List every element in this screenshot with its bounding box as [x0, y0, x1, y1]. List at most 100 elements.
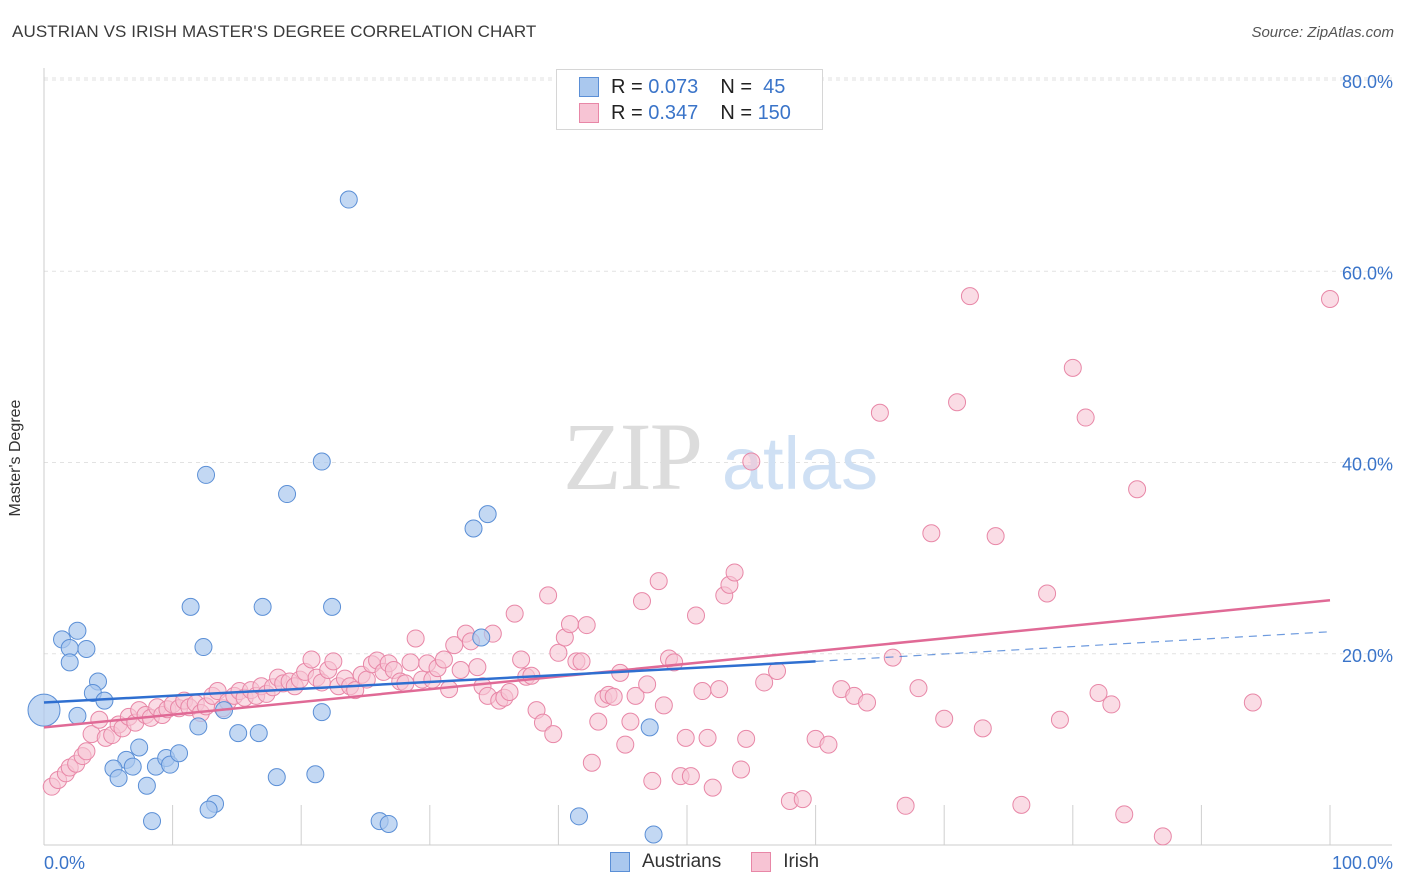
irish-point: [1102, 695, 1121, 714]
correlation-legend: R = 0.073 N = 45 R = 0.347 N = 150: [556, 69, 823, 130]
austrian-point: [130, 738, 149, 757]
legend-item-austrians: Austrians: [610, 851, 721, 873]
legend-row-irish: R = 0.347 N = 150: [579, 101, 791, 125]
austrian-point: [27, 693, 61, 727]
irish-point: [533, 713, 552, 732]
irish-point: [1115, 805, 1134, 824]
irish-point: [935, 709, 954, 728]
y-tick-label: 40.0%: [1342, 455, 1393, 475]
irish-point: [922, 524, 941, 543]
austrian-point: [379, 814, 398, 833]
irish-point: [1038, 584, 1057, 603]
austrian-point: [478, 505, 497, 524]
irish-point: [1012, 795, 1031, 814]
austrian-point: [60, 653, 79, 672]
chart-title: AUSTRIAN VS IRISH MASTER'S DEGREE CORREL…: [12, 22, 537, 41]
irish-point: [544, 725, 563, 744]
irish-point: [1063, 358, 1082, 377]
irish-point: [401, 653, 420, 672]
irish-point: [737, 729, 756, 748]
austrian-point: [464, 519, 483, 538]
irish-point: [1153, 827, 1172, 846]
irish-point: [681, 767, 700, 786]
irish-point: [732, 760, 751, 779]
austrians-trend-extension: [815, 631, 1331, 662]
y-tick-label: 20.0%: [1342, 646, 1393, 666]
irish-point: [654, 696, 673, 715]
irish-point: [710, 680, 729, 699]
irish-point: [500, 683, 519, 701]
austrian-point: [197, 465, 216, 484]
austrian-point: [194, 638, 213, 657]
y-tick-label: 80.0%: [1342, 72, 1393, 92]
irish-point: [621, 712, 640, 731]
irish-point: [819, 735, 838, 754]
austrian-point: [249, 724, 268, 743]
irish-point: [90, 710, 109, 729]
irish-point: [1076, 408, 1095, 427]
irish-point: [693, 682, 712, 701]
irish-point: [793, 790, 812, 809]
irish-point: [725, 563, 744, 582]
austrian-point: [253, 597, 272, 616]
irish-point: [1050, 710, 1069, 729]
x-tick-label: 0.0%: [44, 853, 85, 873]
austrian-point: [143, 812, 162, 831]
austrian-point: [77, 639, 96, 658]
irish-point: [973, 719, 992, 738]
irish-swatch: [579, 103, 599, 123]
irish-legend-label: Irish: [783, 851, 820, 872]
irish-point: [755, 673, 774, 692]
irish-point: [960, 287, 979, 306]
austrians-series: [27, 190, 663, 844]
austrian-point: [137, 776, 156, 795]
irish-point: [858, 693, 877, 712]
irish-point: [77, 742, 96, 761]
irish-point: [445, 636, 464, 655]
irish-point: [577, 616, 596, 635]
irish-point: [643, 771, 662, 790]
irish-point: [1243, 693, 1262, 712]
austrian-point: [278, 485, 297, 504]
irish-point: [572, 652, 591, 671]
austrian-point: [640, 718, 659, 737]
irish-point: [604, 687, 623, 706]
austrian-point: [323, 597, 342, 616]
austrian-point: [267, 768, 286, 787]
x-tick-label: 100.0%: [1332, 853, 1393, 873]
austrian-point: [109, 769, 128, 788]
legend-item-irish: Irish: [751, 851, 819, 873]
irish-legend-swatch: [751, 852, 772, 872]
legend-n-label: N =: [720, 75, 758, 98]
austrian-point: [312, 703, 331, 722]
austrian-point: [306, 765, 325, 784]
watermark: ZIP atlas: [563, 403, 878, 510]
austrian-point: [472, 628, 491, 647]
irish-point: [948, 393, 967, 412]
irish-point: [451, 661, 470, 680]
austrian-point: [189, 717, 208, 736]
irish-point: [1321, 289, 1339, 308]
grid-lines: [44, 77, 1392, 655]
irish-point: [505, 604, 524, 623]
trend-lines: [43, 598, 1331, 729]
irish-point: [632, 592, 651, 611]
irish-point: [582, 753, 601, 772]
irish-series: [42, 287, 1339, 846]
irish-point: [406, 629, 425, 648]
austrian-point: [569, 807, 588, 826]
irish-point: [616, 735, 635, 754]
legend-n-label: N =: [720, 101, 758, 124]
legend-r-label: R =: [611, 101, 649, 124]
austrian-point: [68, 706, 87, 725]
austrians-legend-label: Austrians: [642, 851, 722, 872]
legend-r-label: R =: [611, 75, 649, 98]
irish-point: [434, 650, 453, 669]
irish-point: [468, 658, 487, 677]
irish-point: [324, 652, 343, 671]
irish-point: [687, 606, 706, 625]
austrian-point: [312, 452, 331, 471]
irish-point: [870, 403, 889, 422]
irish-point: [896, 796, 915, 815]
austrians-swatch: [579, 77, 599, 97]
